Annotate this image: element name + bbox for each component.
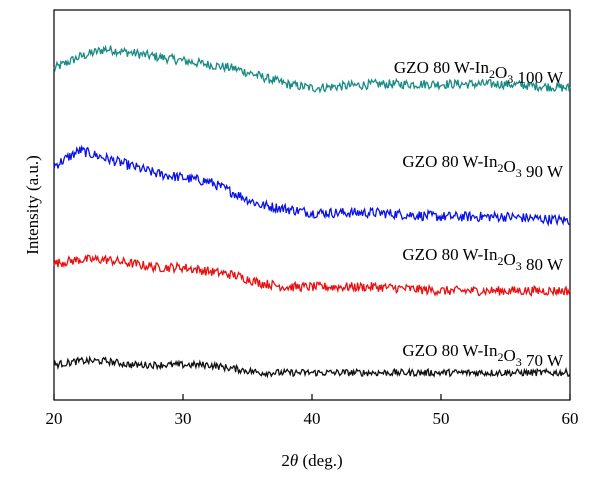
x-tick-label: 30 xyxy=(175,409,192,428)
series-label: GZO 80 W-In2O3 100 W xyxy=(394,58,564,87)
y-axis-label: Intensity (a.u.) xyxy=(23,155,42,255)
series-line xyxy=(53,44,571,94)
series-traces xyxy=(53,44,571,379)
x-tick-label: 60 xyxy=(562,409,579,428)
series-label: GZO 80 W-In2O3 80 W xyxy=(402,245,564,274)
series-line xyxy=(53,355,571,379)
series-labels: GZO 80 W-In2O3 100 W GZO 80 W-In2O3 90 W G… xyxy=(394,58,564,370)
series-label: GZO 80 W-In2O3 70 W xyxy=(402,341,564,370)
series-label: GZO 80 W-In2O3 90 W xyxy=(402,152,564,181)
series-line xyxy=(53,144,571,227)
series-line xyxy=(53,253,571,297)
x-tick-label: 50 xyxy=(433,409,450,428)
x-axis-label: 2θ (deg.) xyxy=(281,451,342,470)
x-axis: 20 30 40 50 60 xyxy=(46,394,579,428)
x-tick-label: 20 xyxy=(46,409,63,428)
x-tick-label: 40 xyxy=(304,409,321,428)
